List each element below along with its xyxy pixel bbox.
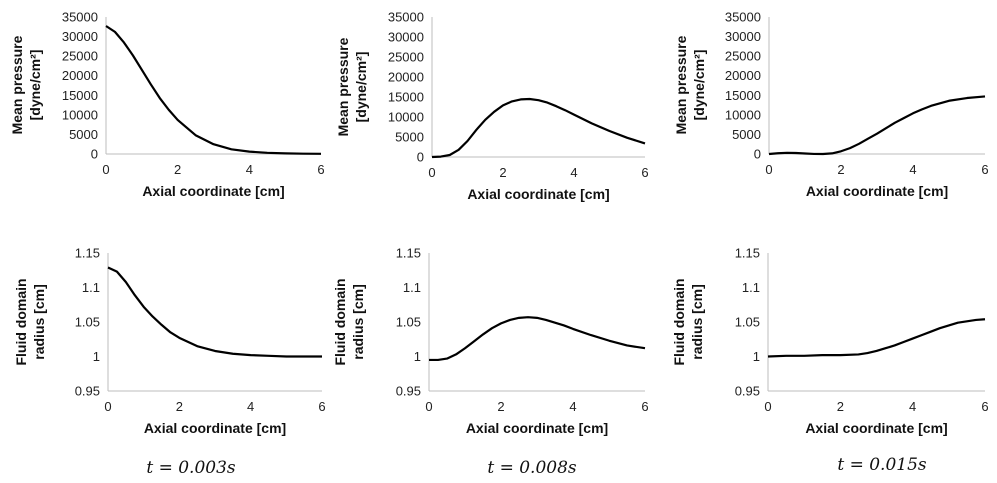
x-tick-label: 0 <box>765 162 772 177</box>
y-tick-label: 0.95 <box>396 384 421 399</box>
y-tick-label: 30000 <box>725 29 761 44</box>
y-tick-label: 0 <box>417 150 424 165</box>
x-tick-label: 6 <box>981 399 988 414</box>
y-tick-label: 1.15 <box>735 246 760 261</box>
y-tick-label: 20000 <box>62 68 98 83</box>
y-tick-label: 5000 <box>395 130 424 145</box>
x-tick-label: 6 <box>641 165 648 180</box>
y-tick-label: 0 <box>754 147 761 162</box>
x-tick-label: 0 <box>425 399 432 414</box>
y-axis-label: Fluid domain radius [cm] <box>332 278 366 365</box>
x-tick-label: 6 <box>317 162 324 177</box>
y-tick-label: 25000 <box>62 49 98 64</box>
caption-2: t = 0.008s <box>487 458 577 478</box>
y-tick-label: 15000 <box>62 88 98 103</box>
y-tick-label: 0.95 <box>735 384 760 399</box>
y-tick-label: 1 <box>753 349 760 364</box>
x-tick-label: 6 <box>318 399 325 414</box>
x-axis-label: Axial coordinate [cm] <box>467 186 609 202</box>
x-axis-label: Axial coordinate [cm] <box>144 420 286 436</box>
series-line <box>105 25 322 155</box>
y-tick-label: 1.15 <box>75 246 100 261</box>
series-line <box>107 266 322 358</box>
y-tick-label: 1 <box>93 349 100 364</box>
x-tick-label: 0 <box>428 165 435 180</box>
x-tick-label: 2 <box>174 162 181 177</box>
x-tick-label: 4 <box>909 162 916 177</box>
x-tick-label: 0 <box>764 399 771 414</box>
x-tick-label: 2 <box>497 399 504 414</box>
x-axis-label: Axial coordinate [cm] <box>466 420 608 436</box>
y-axis-label: Fluid domain radius [cm] <box>13 278 47 365</box>
y-tick-label: 5000 <box>69 127 98 142</box>
y-tick-label: 15000 <box>388 90 424 105</box>
y-tick-label: 35000 <box>62 10 98 25</box>
y-tick-label: 1.05 <box>735 315 760 330</box>
y-tick-label: 1.1 <box>742 280 760 295</box>
y-tick-label: 20000 <box>388 70 424 85</box>
x-tick-label: 4 <box>909 399 916 414</box>
y-tick-label: 15000 <box>725 88 761 103</box>
caption-1: t = 0.003s <box>146 458 236 478</box>
x-axis-label: Axial coordinate [cm] <box>805 420 947 436</box>
x-tick-label: 0 <box>104 399 111 414</box>
x-tick-label: 6 <box>981 162 988 177</box>
x-tick-label: 2 <box>176 399 183 414</box>
x-axis-label: Axial coordinate [cm] <box>142 183 284 199</box>
y-tick-label: 0.95 <box>75 384 100 399</box>
x-tick-label: 2 <box>499 165 506 180</box>
y-axis-label: Mean pressure [dyne/cm²] <box>673 35 707 134</box>
y-tick-label: 1.1 <box>82 280 100 295</box>
x-tick-label: 2 <box>837 162 844 177</box>
series-line <box>429 316 646 362</box>
y-tick-label: 30000 <box>388 30 424 45</box>
x-tick-label: 4 <box>569 399 576 414</box>
x-tick-label: 4 <box>247 399 254 414</box>
y-tick-label: 35000 <box>388 10 424 25</box>
x-tick-label: 0 <box>102 162 109 177</box>
x-axis-label: Axial coordinate [cm] <box>806 183 948 199</box>
y-tick-label: 1 <box>414 349 421 364</box>
chart-panel-1: 0 5000 10000 15000 20000 25000 30000 35000 0 2 4 6 A… <box>9 10 325 200</box>
x-tick-label: 4 <box>246 162 253 177</box>
chart-panel-4: 0.95 1 1.05 1.1 1.15 0 2 4 6 Axial coordinate [cm… <box>13 246 326 437</box>
y-tick-label: 25000 <box>388 50 424 65</box>
y-tick-label: 10000 <box>388 110 424 125</box>
y-tick-label: 1.05 <box>75 315 100 330</box>
y-tick-label: 20000 <box>725 68 761 83</box>
y-tick-label: 0 <box>91 147 98 162</box>
y-tick-label: 1.1 <box>403 280 421 295</box>
series-line <box>767 318 986 358</box>
chart-panel-5: 0.95 1 1.05 1.1 1.15 0 2 4 6 Axial coordinate [cm… <box>332 246 649 437</box>
y-tick-label: 1.05 <box>396 315 421 330</box>
x-tick-label: 4 <box>570 165 577 180</box>
y-tick-label: 10000 <box>725 107 761 122</box>
y-tick-label: 5000 <box>732 127 761 142</box>
y-tick-label: 1.15 <box>396 246 421 261</box>
y-axis-label: Fluid domain radius [cm] <box>671 278 705 365</box>
y-tick-label: 25000 <box>725 49 761 64</box>
y-tick-label: 10000 <box>62 107 98 122</box>
chart-panel-6: 0.95 1 1.05 1.1 1.15 0 2 4 6 Axial coordinate [cm… <box>671 246 989 437</box>
chart-panel-3: 0 5000 10000 15000 20000 25000 30000 35000 0 2 4 6 A… <box>673 10 989 200</box>
caption-3: t = 0.015s <box>837 455 927 475</box>
x-tick-label: 2 <box>837 399 844 414</box>
y-axis-label: Mean pressure [dyne/cm²] <box>9 35 43 134</box>
x-tick-label: 6 <box>641 399 648 414</box>
chart-panel-2: 0 5000 10000 15000 20000 25000 30000 35000 0 2 4 6 A… <box>335 10 649 203</box>
y-axis-label: Mean pressure [dyne/cm²] <box>335 37 369 136</box>
series-line <box>768 95 986 156</box>
y-tick-label: 30000 <box>62 29 98 44</box>
y-tick-label: 35000 <box>725 10 761 25</box>
series-line <box>431 97 646 159</box>
